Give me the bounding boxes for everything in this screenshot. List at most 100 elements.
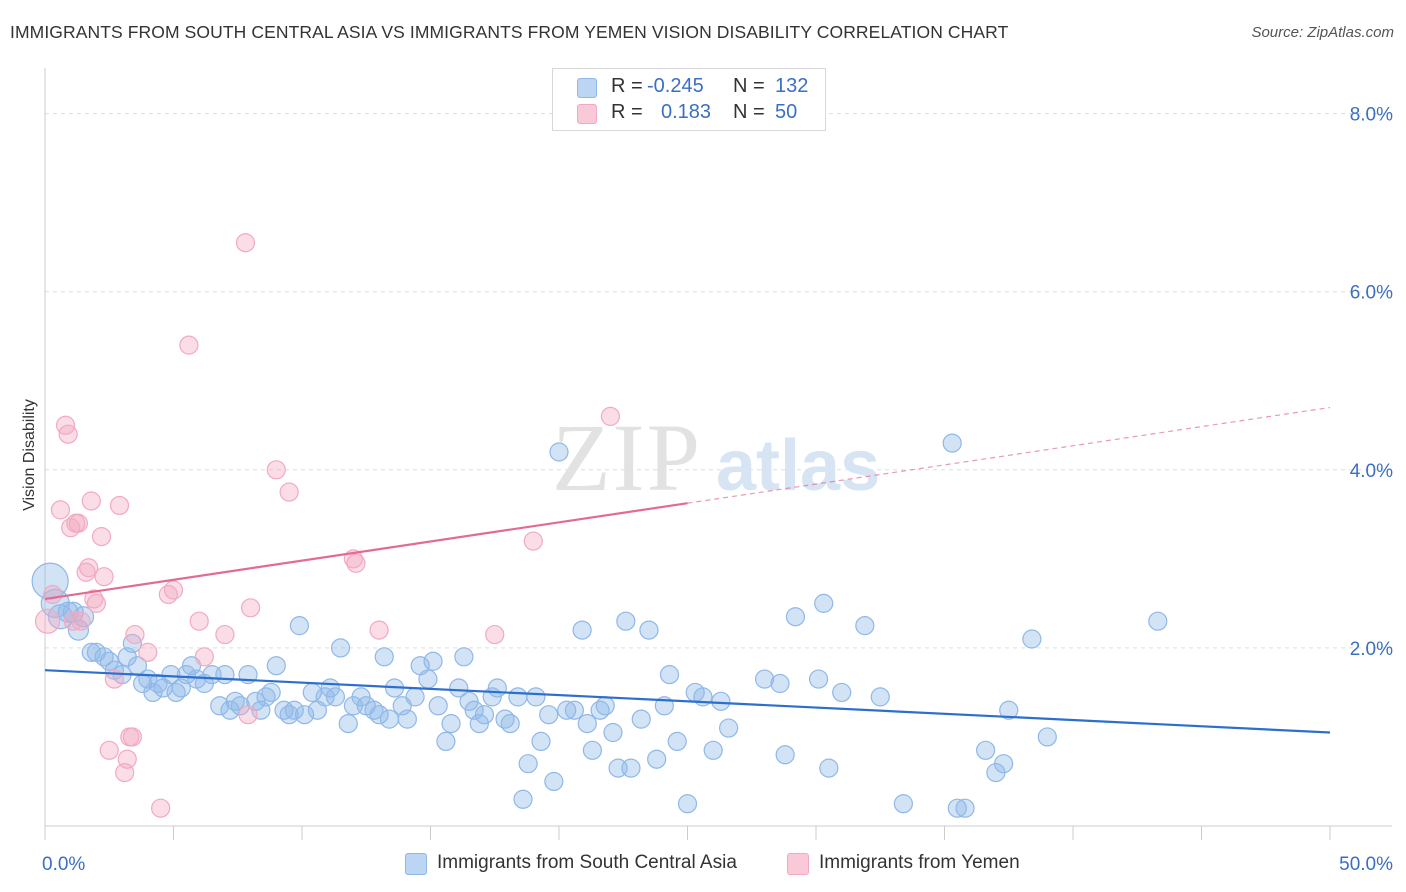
point-south-central-asia	[289, 616, 310, 636]
point-yemen	[50, 500, 71, 520]
y-tick-label: 8.0%	[1350, 105, 1393, 126]
point-south-central-asia	[315, 687, 335, 707]
point-yemen	[79, 558, 99, 578]
point-yemen	[369, 620, 389, 640]
point-yemen	[94, 567, 114, 587]
legend-label: Immigrants from South Central Asia	[437, 852, 737, 873]
point-south-central-asia	[330, 638, 351, 658]
point-south-central-asia	[647, 749, 667, 769]
x-tick-label: 0.0%	[42, 854, 85, 875]
point-south-central-asia	[754, 669, 775, 689]
point-south-central-asia	[994, 754, 1014, 774]
point-south-central-asia	[1037, 727, 1057, 747]
r-value: 0.183	[661, 101, 712, 123]
point-yemen	[122, 727, 142, 747]
r-label: R =	[611, 101, 643, 123]
point-south-central-asia	[1148, 611, 1168, 631]
axes	[44, 68, 1392, 840]
point-south-central-asia	[621, 758, 641, 778]
legend-swatch-blue	[577, 78, 597, 98]
r-label: R =	[611, 75, 643, 97]
trend-line-yemen	[44, 502, 688, 601]
point-south-central-asia	[436, 731, 456, 752]
point-yemen	[91, 526, 112, 547]
point-south-central-asia	[418, 669, 438, 689]
point-south-central-asia	[572, 620, 592, 640]
point-yemen	[189, 611, 209, 631]
point-south-central-asia	[454, 647, 474, 667]
point-yemen	[138, 642, 158, 662]
tick-labels: 2.0% 4.0% 6.0% 8.0% 0.0% 50.0%	[42, 105, 1393, 875]
point-south-central-asia	[539, 705, 559, 725]
trend-line-yemen-extension	[687, 406, 1331, 504]
point-south-central-asia	[351, 687, 371, 707]
point-south-central-asia	[459, 691, 479, 711]
n-value: 132	[775, 75, 809, 97]
point-south-central-asia	[405, 687, 425, 707]
point-south-central-asia	[369, 705, 389, 725]
point-yemen	[600, 406, 621, 426]
point-south-central-asia	[143, 682, 163, 703]
point-south-central-asia	[423, 651, 443, 671]
point-south-central-asia	[870, 687, 890, 707]
y-axis-label: Vision Disability	[21, 399, 38, 511]
point-yemen	[266, 460, 286, 480]
point-south-central-asia	[531, 731, 551, 752]
trend-line-south-central-asia	[44, 669, 1331, 734]
watermark-atlas: atlas	[716, 426, 880, 506]
point-south-central-asia	[544, 771, 564, 792]
point-south-central-asia	[955, 798, 975, 818]
point-yemen	[241, 598, 261, 618]
point-south-central-asia	[785, 607, 806, 627]
point-yemen	[71, 611, 91, 631]
point-yemen	[235, 233, 256, 253]
point-south-central-asia	[338, 713, 358, 734]
point-south-central-asia	[659, 665, 680, 685]
point-south-central-asia	[266, 656, 286, 676]
point-yemen	[34, 608, 61, 634]
point-south-central-asia	[942, 433, 962, 453]
point-south-central-asia	[508, 687, 528, 707]
chart-source: Source: ZipAtlas.com	[1251, 24, 1394, 41]
point-south-central-asia	[639, 620, 659, 640]
point-yemen	[485, 624, 505, 645]
point-yemen	[215, 624, 235, 645]
point-south-central-asia	[808, 669, 829, 689]
point-south-central-asia	[487, 678, 507, 698]
point-south-central-asia	[1022, 629, 1042, 649]
point-yemen	[194, 647, 214, 667]
point-yemen	[68, 513, 89, 533]
point-south-central-asia	[294, 705, 315, 725]
point-south-central-asia	[513, 789, 533, 809]
point-south-central-asia	[893, 794, 913, 814]
point-south-central-asia	[770, 673, 790, 694]
point-south-central-asia	[855, 616, 875, 636]
point-south-central-asia	[397, 709, 417, 729]
legend-swatch-pink	[787, 853, 809, 875]
point-south-central-asia	[500, 713, 520, 734]
point-south-central-asia	[775, 745, 795, 765]
point-yemen	[346, 553, 366, 573]
point-yemen	[279, 482, 299, 502]
watermark-zip: ZIP	[552, 404, 702, 511]
point-south-central-asia	[832, 682, 852, 703]
point-south-central-asia	[814, 593, 834, 613]
legend-swatch-blue	[405, 853, 427, 875]
point-south-central-asia	[220, 700, 240, 720]
point-south-central-asia	[469, 713, 489, 734]
point-south-central-asia	[577, 713, 597, 734]
point-south-central-asia	[449, 678, 469, 698]
point-south-central-asia	[595, 696, 615, 716]
point-yemen	[58, 424, 78, 444]
point-south-central-asia	[261, 682, 281, 703]
point-yemen	[151, 798, 171, 818]
point-south-central-asia	[518, 754, 538, 774]
point-yemen	[117, 749, 137, 769]
point-south-central-asia	[325, 687, 346, 707]
point-south-central-asia	[379, 709, 399, 729]
n-label: N =	[733, 101, 765, 123]
point-south-central-asia	[616, 611, 636, 631]
n-label: N =	[733, 75, 765, 97]
point-south-central-asia	[564, 700, 585, 720]
